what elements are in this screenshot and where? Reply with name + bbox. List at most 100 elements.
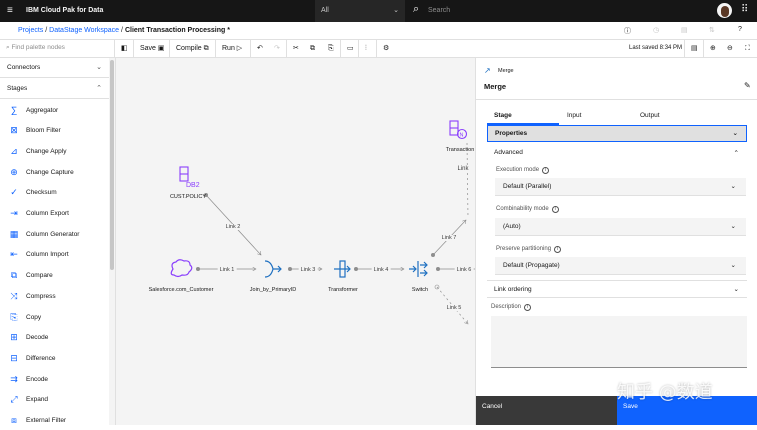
palette-item-decode[interactable]: ⊞ Decode	[8, 329, 48, 347]
compile-icon: ⧉	[203, 45, 209, 52]
link-label[interactable]: Link 3	[298, 267, 318, 273]
breadcrumb-workspace[interactable]: DataStage Workspace	[49, 27, 120, 34]
palette-item-difference[interactable]: ⊟ Difference	[8, 349, 56, 367]
switch-icon[interactable]	[409, 261, 428, 277]
palette-item-column-import[interactable]: ⇤ Column Import	[8, 246, 68, 264]
node-label[interactable]: Transaction	[445, 147, 475, 153]
palette-item-expand[interactable]: ⤢ Expand	[8, 391, 48, 409]
transformer-icon[interactable]	[334, 260, 351, 278]
palette-item-external-filter[interactable]: ⧈ External Filter	[8, 412, 66, 430]
scrollbar-thumb[interactable]	[110, 60, 114, 270]
palette-item-compress[interactable]: ⤨ Compress	[8, 287, 55, 305]
info-icon[interactable]: i	[542, 167, 550, 174]
db2-badge: DB2	[186, 182, 200, 189]
redo-button[interactable]: ↷	[274, 45, 280, 52]
app-switcher-icon[interactable]: ⠿	[741, 4, 749, 15]
run-button[interactable]: Run ▷	[215, 40, 248, 58]
accordion-label: Properties	[495, 130, 528, 137]
accordion-label: Link ordering	[494, 286, 532, 293]
join-icon[interactable]	[264, 260, 282, 278]
fit-to-screen-icon[interactable]: ⛶	[745, 45, 750, 52]
info-icon[interactable]: ⓘ	[624, 28, 631, 35]
palette-item-label: Difference	[26, 354, 56, 362]
play-icon: ▷	[236, 45, 243, 52]
info-icon[interactable]: i	[524, 304, 532, 311]
combinability-mode-select[interactable]: (Auto) ⌄	[495, 218, 746, 236]
node-label[interactable]: Transformer	[328, 287, 358, 293]
link-label[interactable]: Link 1	[217, 267, 237, 273]
node-label[interactable]: Join_by_PrimaryID	[249, 287, 297, 293]
cut-icon[interactable]: ✂	[286, 40, 305, 58]
copy-icon[interactable]: ⧉	[310, 45, 315, 52]
execution-mode-select[interactable]: Default (Parallel) ⌄	[495, 178, 746, 196]
netezza-icon[interactable]	[449, 120, 468, 140]
section-connectors[interactable]: Connectors ⌄	[0, 58, 110, 78]
properties-accordion[interactable]: Properties ⌄	[487, 125, 747, 142]
avatar[interactable]	[717, 3, 732, 18]
salesforce-cloud-icon[interactable]	[170, 259, 193, 278]
palette-item-encode[interactable]: ⇉ Encode	[8, 370, 48, 388]
palette-search-input[interactable]: ⌕ Find palette nodes	[6, 44, 65, 52]
select-value: Default (Propagate)	[503, 262, 560, 269]
section-stages[interactable]: Stages ⌃	[0, 79, 110, 99]
save-button[interactable]: Save	[617, 396, 757, 425]
zoom-in-icon[interactable]: ⊕	[703, 40, 722, 58]
undo-button[interactable]: ↶	[250, 40, 269, 58]
palette-item-change-apply[interactable]: ⊿ Change Apply	[8, 142, 66, 160]
link-label[interactable]: Link 5	[444, 305, 464, 311]
info-icon[interactable]: i	[554, 246, 562, 253]
palette-item-compare[interactable]: ⧉ Compare	[8, 267, 53, 285]
link-label[interactable]: Link 2	[223, 224, 243, 230]
tab-stage[interactable]: Stage	[487, 108, 559, 125]
breadcrumb-projects[interactable]: Projects	[18, 27, 44, 34]
node-label[interactable]: Switch	[411, 287, 429, 293]
link-label[interactable]: Link 6	[454, 267, 474, 273]
settings-sliders-icon[interactable]: ⫶	[358, 40, 373, 58]
history-icon[interactable]: ◷	[653, 27, 660, 34]
bloom-filter-icon: ⊠	[10, 125, 18, 136]
link-label[interactable]: Link 4	[371, 267, 391, 273]
palette-item-change-capture[interactable]: ⊕ Change Capture	[8, 163, 73, 181]
hamburger-menu-icon[interactable]: ≡	[7, 5, 13, 16]
info-icon[interactable]: i	[551, 206, 559, 213]
save-button[interactable]: Save ▣	[133, 40, 171, 58]
link-ordering-accordion[interactable]: Link ordering ⌄	[487, 280, 747, 298]
global-search-input[interactable]: ⌕ Search	[410, 0, 700, 22]
palette-item-checksum[interactable]: ✓ Checksum	[8, 184, 57, 202]
calendar-icon[interactable]: ▤	[684, 40, 704, 58]
scope-select[interactable]: All ⌄	[315, 0, 405, 22]
merge-icon: ↗	[484, 66, 491, 75]
link-label[interactable]: Link 7	[439, 235, 459, 241]
palette-item-copy[interactable]: ⎘ Copy	[8, 308, 41, 326]
toggle-palette-button[interactable]: ◧	[114, 40, 134, 58]
gear-icon[interactable]: ⚙	[376, 40, 395, 58]
cancel-button[interactable]: Cancel	[476, 396, 617, 425]
description-textarea[interactable]	[491, 316, 747, 368]
node-label[interactable]: CUST.POLICY	[169, 194, 207, 200]
palette-scrollbar[interactable]	[109, 58, 115, 425]
comment-icon[interactable]: ▭	[340, 40, 360, 58]
db2-icon[interactable]	[179, 166, 189, 182]
paste-icon[interactable]: ⎘	[328, 45, 334, 52]
link-5-line[interactable]	[436, 286, 468, 324]
palette-item-aggregator[interactable]: ∑ Aggregator	[8, 101, 58, 119]
link-transaction-line[interactable]	[466, 142, 469, 219]
tab-output[interactable]: Output	[640, 112, 660, 119]
edit-pencil-icon[interactable]: ✎	[744, 81, 751, 90]
link-label[interactable]: Link	[455, 166, 471, 172]
compare-versions-icon[interactable]: ⇅	[709, 27, 715, 34]
side-panel-icon: ◧	[121, 45, 128, 52]
palette-item-bloom-filter[interactable]: ⊠ Bloom Filter	[8, 122, 60, 140]
compile-button[interactable]: Compile ⧉	[169, 40, 215, 58]
flow-canvas[interactable]: DB2 N Salesforce.com_Customer Join_by_Pr…	[116, 58, 475, 425]
tab-label: Input	[567, 112, 582, 119]
advanced-accordion[interactable]: Advanced ⌃	[487, 145, 747, 162]
tab-input[interactable]: Input	[567, 112, 581, 119]
help-icon[interactable]: ?	[738, 26, 742, 33]
palette-item-column-export[interactable]: ⇥ Column Export	[8, 205, 69, 223]
palette-item-column-generator[interactable]: ▦ Column Generator	[8, 225, 80, 243]
schedule-icon[interactable]: ▤	[681, 27, 688, 34]
zoom-out-icon[interactable]: ⊖	[727, 45, 733, 52]
preserve-partitioning-select[interactable]: Default (Propagate) ⌄	[495, 257, 746, 275]
node-label[interactable]: Salesforce.com_Customer	[148, 287, 214, 293]
